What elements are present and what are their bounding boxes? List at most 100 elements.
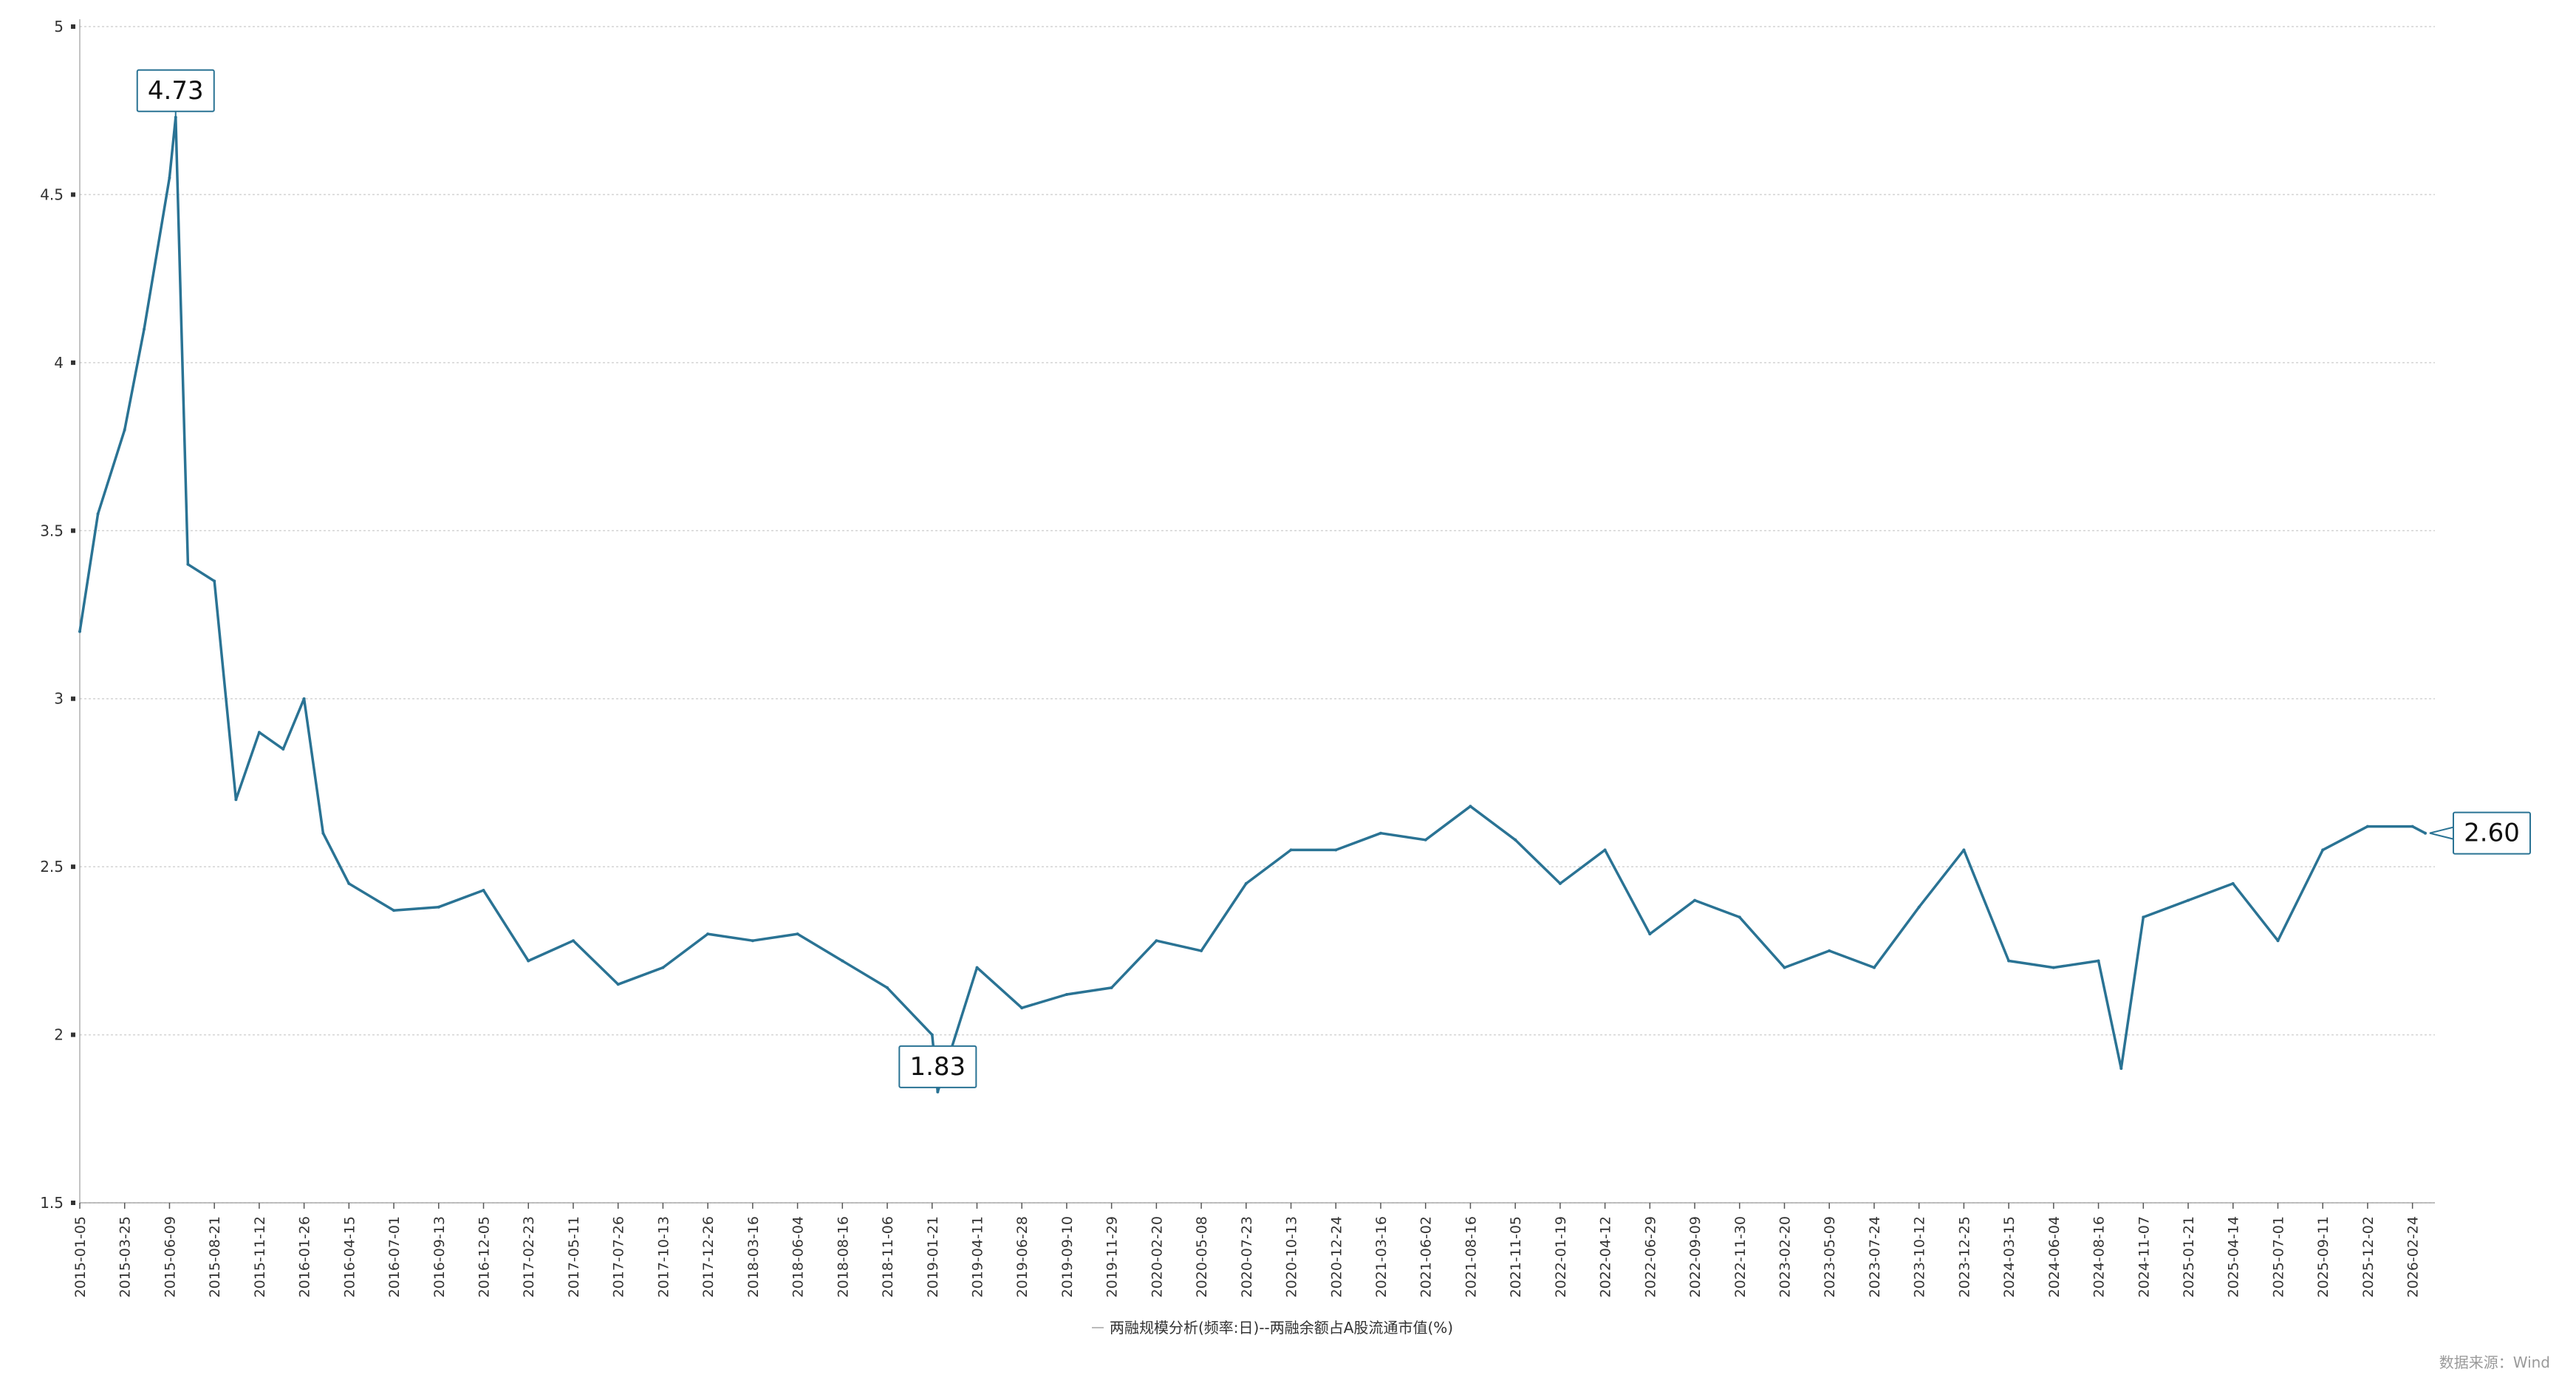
data-point	[482, 889, 485, 892]
data-point	[437, 905, 440, 909]
x-tick-label: 2025-12-02	[2360, 1216, 2377, 1297]
data-point	[1424, 838, 1427, 842]
y-tick-label: 2	[54, 1026, 64, 1044]
data-point	[257, 731, 261, 734]
data-point	[886, 986, 889, 989]
legend[interactable]: 两融规模分析(频率:日)--两融余额占A股流通市值(%)	[1092, 1319, 1453, 1337]
data-point	[1110, 986, 1113, 989]
x-tick-label: 2020-05-08	[1194, 1216, 1210, 1297]
x-tick-label: 2022-04-12	[1598, 1216, 1614, 1297]
x-axis: 2015-01-05 2015-03-25 2015-06-09 2015-08-21…	[72, 1202, 2435, 1297]
x-tick-label: 2016-01-26	[297, 1216, 313, 1297]
data-point	[1962, 848, 1966, 852]
x-tick-label: 2021-08-16	[1463, 1216, 1479, 1297]
y-tick-label: 3	[54, 690, 64, 708]
data-point	[96, 512, 100, 516]
data-point	[1514, 838, 1517, 842]
x-tick-label: 2024-08-16	[2091, 1216, 2108, 1297]
data-point	[2119, 1067, 2123, 1071]
data-point	[1917, 905, 1921, 909]
x-tick-label: 2016-12-05	[476, 1216, 493, 1297]
y-tick-label: 2.5	[40, 858, 64, 876]
y-tick-mark	[71, 24, 75, 29]
data-point	[123, 428, 126, 431]
x-tick-label: 2021-06-02	[1418, 1216, 1435, 1297]
y-tick-label: 1.5	[40, 1194, 64, 1212]
callout-box	[136, 69, 215, 112]
data-point	[1828, 949, 1831, 952]
y-tick-label: 4	[54, 354, 64, 372]
data-point	[1469, 805, 1472, 808]
source-label: 数据来源：Wind	[2439, 1354, 2550, 1371]
x-tick-label: 2020-07-23	[1239, 1216, 1255, 1297]
data-point	[661, 966, 665, 969]
y-tick-mark	[71, 528, 75, 533]
x-tick-label: 2018-03-16	[745, 1216, 762, 1297]
x-tick-label: 2025-04-14	[2226, 1216, 2242, 1297]
x-tick-label: 2019-09-10	[1059, 1216, 1076, 1297]
callout-label: 1.83	[909, 1052, 966, 1082]
data-point	[1065, 993, 1068, 996]
x-tick-label: 2019-11-29	[1104, 1216, 1121, 1297]
y-tick-mark	[71, 192, 75, 197]
data-point	[2276, 939, 2280, 943]
data-point	[1648, 932, 1652, 936]
value-callout: 4.73	[136, 69, 215, 117]
x-tick-label: 2016-04-15	[341, 1216, 358, 1297]
legend-label: 两融规模分析(频率:日)--两融余额占A股流通市值(%)	[1110, 1319, 1453, 1337]
y-tick-label: 3.5	[40, 522, 64, 539]
y-tick-mark	[71, 864, 75, 870]
x-tick-label: 2019-06-28	[1014, 1216, 1031, 1297]
data-point	[751, 939, 754, 943]
y-axis: 5 4.5 4 3.5 3 2.5 2 1.5	[40, 18, 81, 1212]
data-point	[1693, 898, 1697, 902]
x-tick-label: 2020-10-13	[1284, 1216, 1300, 1297]
data-point	[616, 983, 620, 986]
y-tick-label: 5	[54, 18, 64, 35]
series-line	[78, 116, 2426, 1093]
x-tick-label: 2025-01-21	[2181, 1216, 2197, 1297]
callout-pointer	[2429, 826, 2454, 840]
value-callout: 2.60	[2429, 811, 2531, 855]
callout-box	[2452, 811, 2531, 855]
data-point	[392, 909, 396, 912]
data-point	[168, 176, 171, 180]
data-point	[213, 579, 216, 583]
x-tick-label: 2023-02-20	[1777, 1216, 1794, 1297]
data-point	[2051, 966, 2055, 969]
data-point	[1873, 966, 1876, 969]
x-tick-label: 2016-09-13	[431, 1216, 448, 1297]
data-point	[321, 831, 325, 835]
x-tick-label: 2018-08-16	[835, 1216, 851, 1297]
data-point	[186, 562, 190, 566]
data-point	[1379, 831, 1382, 835]
data-point	[1244, 881, 1248, 885]
data-point	[1558, 881, 1562, 885]
callout-label: 2.60	[2464, 819, 2520, 848]
x-tick-label: 2020-12-24	[1328, 1216, 1345, 1297]
callout-label: 4.73	[148, 76, 204, 106]
x-tick-label: 2017-07-26	[611, 1216, 627, 1297]
x-tick-label: 2023-07-24	[1867, 1216, 1883, 1297]
data-point	[281, 747, 285, 751]
data-point	[347, 881, 351, 885]
x-tick-label: 2024-03-15	[2001, 1216, 2018, 1297]
x-tick-label: 2016-07-01	[386, 1216, 403, 1297]
x-tick-label: 2017-02-23	[521, 1216, 537, 1297]
data-point	[930, 1033, 934, 1037]
x-tick-label: 2017-10-13	[655, 1216, 672, 1297]
x-tick-label: 2022-11-30	[1732, 1216, 1749, 1297]
data-point	[2424, 831, 2427, 835]
x-tick-label: 2024-06-04	[2046, 1216, 2063, 1297]
x-tick-label: 2022-09-09	[1687, 1216, 1704, 1297]
x-tick-label: 2023-05-09	[1822, 1216, 1838, 1297]
data-point	[2231, 881, 2235, 885]
x-tick-label: 2017-12-26	[700, 1216, 717, 1297]
data-point	[1603, 848, 1607, 852]
data-point	[2007, 959, 2011, 963]
y-tick-mark	[71, 1032, 75, 1037]
value-callout: 1.83	[898, 1045, 977, 1092]
x-tick-label: 2015-06-09	[162, 1216, 178, 1297]
value-callouts: 4.73 1.83 2.60	[136, 69, 2531, 1092]
